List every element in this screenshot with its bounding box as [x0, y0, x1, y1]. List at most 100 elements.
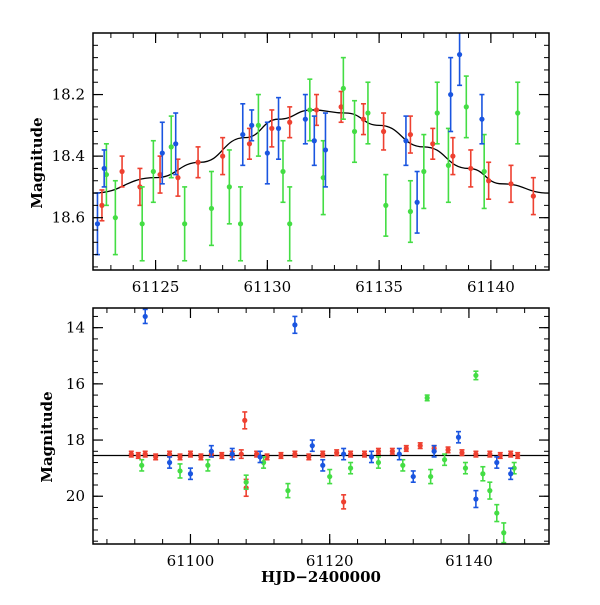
bottom-green-marker	[177, 468, 183, 474]
top-green-point-12	[307, 78, 313, 142]
bottom-blue-point-11	[396, 447, 402, 461]
top-red-marker	[407, 131, 414, 138]
top-red-marker	[508, 181, 514, 187]
top-green-marker	[365, 110, 371, 116]
bottom-green-point-11	[428, 468, 434, 485]
top-green-marker	[421, 168, 427, 175]
top-blue-point-15	[479, 93, 485, 145]
top-red-point-18	[486, 161, 492, 201]
bottom-blue-marker	[187, 471, 194, 477]
bottom-plot-area	[93, 308, 549, 544]
bottom-blue-point-0	[142, 308, 148, 325]
bottom-red-marker	[306, 454, 312, 460]
bottom-blue-point-7	[309, 439, 315, 453]
bottom-red-marker	[515, 452, 521, 459]
bottom-blue-marker	[431, 448, 437, 454]
bottom-red-point-23	[361, 450, 368, 458]
bottom-green-point-8	[375, 456, 382, 469]
top-green-point-8	[237, 186, 244, 262]
top-blue-marker	[101, 165, 107, 172]
bottom-red-point-29	[445, 446, 451, 454]
top-red-marker	[338, 104, 344, 110]
bottom-red-marker	[238, 451, 244, 457]
top-blue-point-6	[264, 121, 270, 185]
top-blue-marker	[173, 141, 179, 147]
top-green-point-2	[139, 186, 145, 262]
top-x-tick-label: 61135	[355, 278, 403, 296]
bottom-frame	[92, 307, 550, 545]
bottom-green-marker	[480, 471, 486, 477]
top-green-point-3	[150, 139, 156, 204]
bottom-green-marker	[375, 459, 382, 466]
top-green-marker	[481, 168, 487, 175]
bottom-green-point-3	[243, 474, 249, 491]
bottom-blue-point-6	[292, 315, 298, 335]
top-green-point-21	[445, 127, 452, 204]
bottom-green-marker	[494, 510, 500, 516]
top-plot-area	[93, 33, 549, 262]
bottom-red-marker	[459, 450, 465, 456]
top-green-marker	[340, 85, 346, 92]
bottom-red-point-26	[403, 444, 409, 453]
bottom-blue-marker	[320, 462, 326, 468]
bottom-blue-marker	[292, 322, 298, 328]
bottom-green-point-16	[487, 481, 493, 500]
top-blue-point-10	[322, 112, 329, 188]
top-blue-marker	[311, 138, 317, 144]
bottom-red-point-2	[142, 450, 148, 458]
bottom-red-marker	[187, 451, 194, 457]
bottom-red-point-21	[341, 494, 347, 510]
bottom-series-green	[139, 370, 517, 544]
top-x-tick-label: 61130	[243, 278, 291, 296]
bottom-red-marker	[375, 448, 382, 454]
bottom-red-marker	[403, 445, 409, 452]
bottom-blue-point-5	[257, 450, 263, 464]
bottom-y-tick-label: 20	[66, 487, 85, 505]
bottom-green-point-13	[462, 461, 469, 475]
top-red-marker	[220, 153, 226, 159]
bottom-red-marker	[508, 451, 514, 457]
bottom-red-point-12	[242, 411, 248, 430]
top-green-point-0	[103, 143, 110, 207]
bottom-blue-point-9	[341, 447, 347, 461]
bottom-green-point-5	[285, 482, 291, 499]
bottom-green-point-2	[205, 458, 211, 472]
top-blue-point-8	[302, 93, 308, 145]
bottom-red-marker	[135, 452, 141, 459]
bottom-red-marker	[347, 451, 354, 457]
bottom-red-marker	[361, 451, 368, 457]
top-blue-marker	[448, 91, 454, 98]
top-green-marker	[255, 122, 262, 128]
top-series-red	[99, 90, 536, 222]
bottom-red-point-20	[334, 449, 340, 457]
top-green-marker	[226, 184, 232, 190]
top-green-point-17	[383, 173, 389, 237]
bottom-blue-marker	[166, 459, 173, 466]
top-green-marker	[307, 107, 313, 113]
top-green-marker	[515, 110, 521, 116]
bottom-green-marker	[139, 462, 145, 468]
top-panel: 61125 61130 61135 61140 18.2 18.4 18.6	[52, 32, 550, 296]
bottom-blue-point-3	[208, 444, 214, 458]
top-blue-point-4	[240, 102, 246, 167]
top-series-blue	[94, 33, 485, 256]
top-red-point-13	[380, 112, 387, 151]
top-red-marker	[157, 171, 163, 178]
bottom-green-marker	[428, 473, 434, 480]
bottom-red-marker	[341, 499, 347, 505]
top-green-marker	[237, 221, 244, 227]
top-red-point-16	[450, 136, 456, 176]
bottom-blue-point-14	[455, 430, 462, 444]
top-green-point-13	[320, 139, 326, 216]
top-green-marker	[434, 110, 440, 116]
bottom-red-marker	[264, 454, 270, 460]
top-green-point-22	[463, 75, 469, 139]
bottom-blue-point-10	[368, 450, 375, 464]
top-series-green	[103, 56, 521, 262]
bottom-red-point-25	[389, 447, 395, 455]
top-green-point-14	[340, 56, 346, 120]
bottom-red-marker	[219, 452, 225, 459]
top-red-marker	[360, 116, 367, 122]
bottom-green-marker	[205, 462, 211, 468]
